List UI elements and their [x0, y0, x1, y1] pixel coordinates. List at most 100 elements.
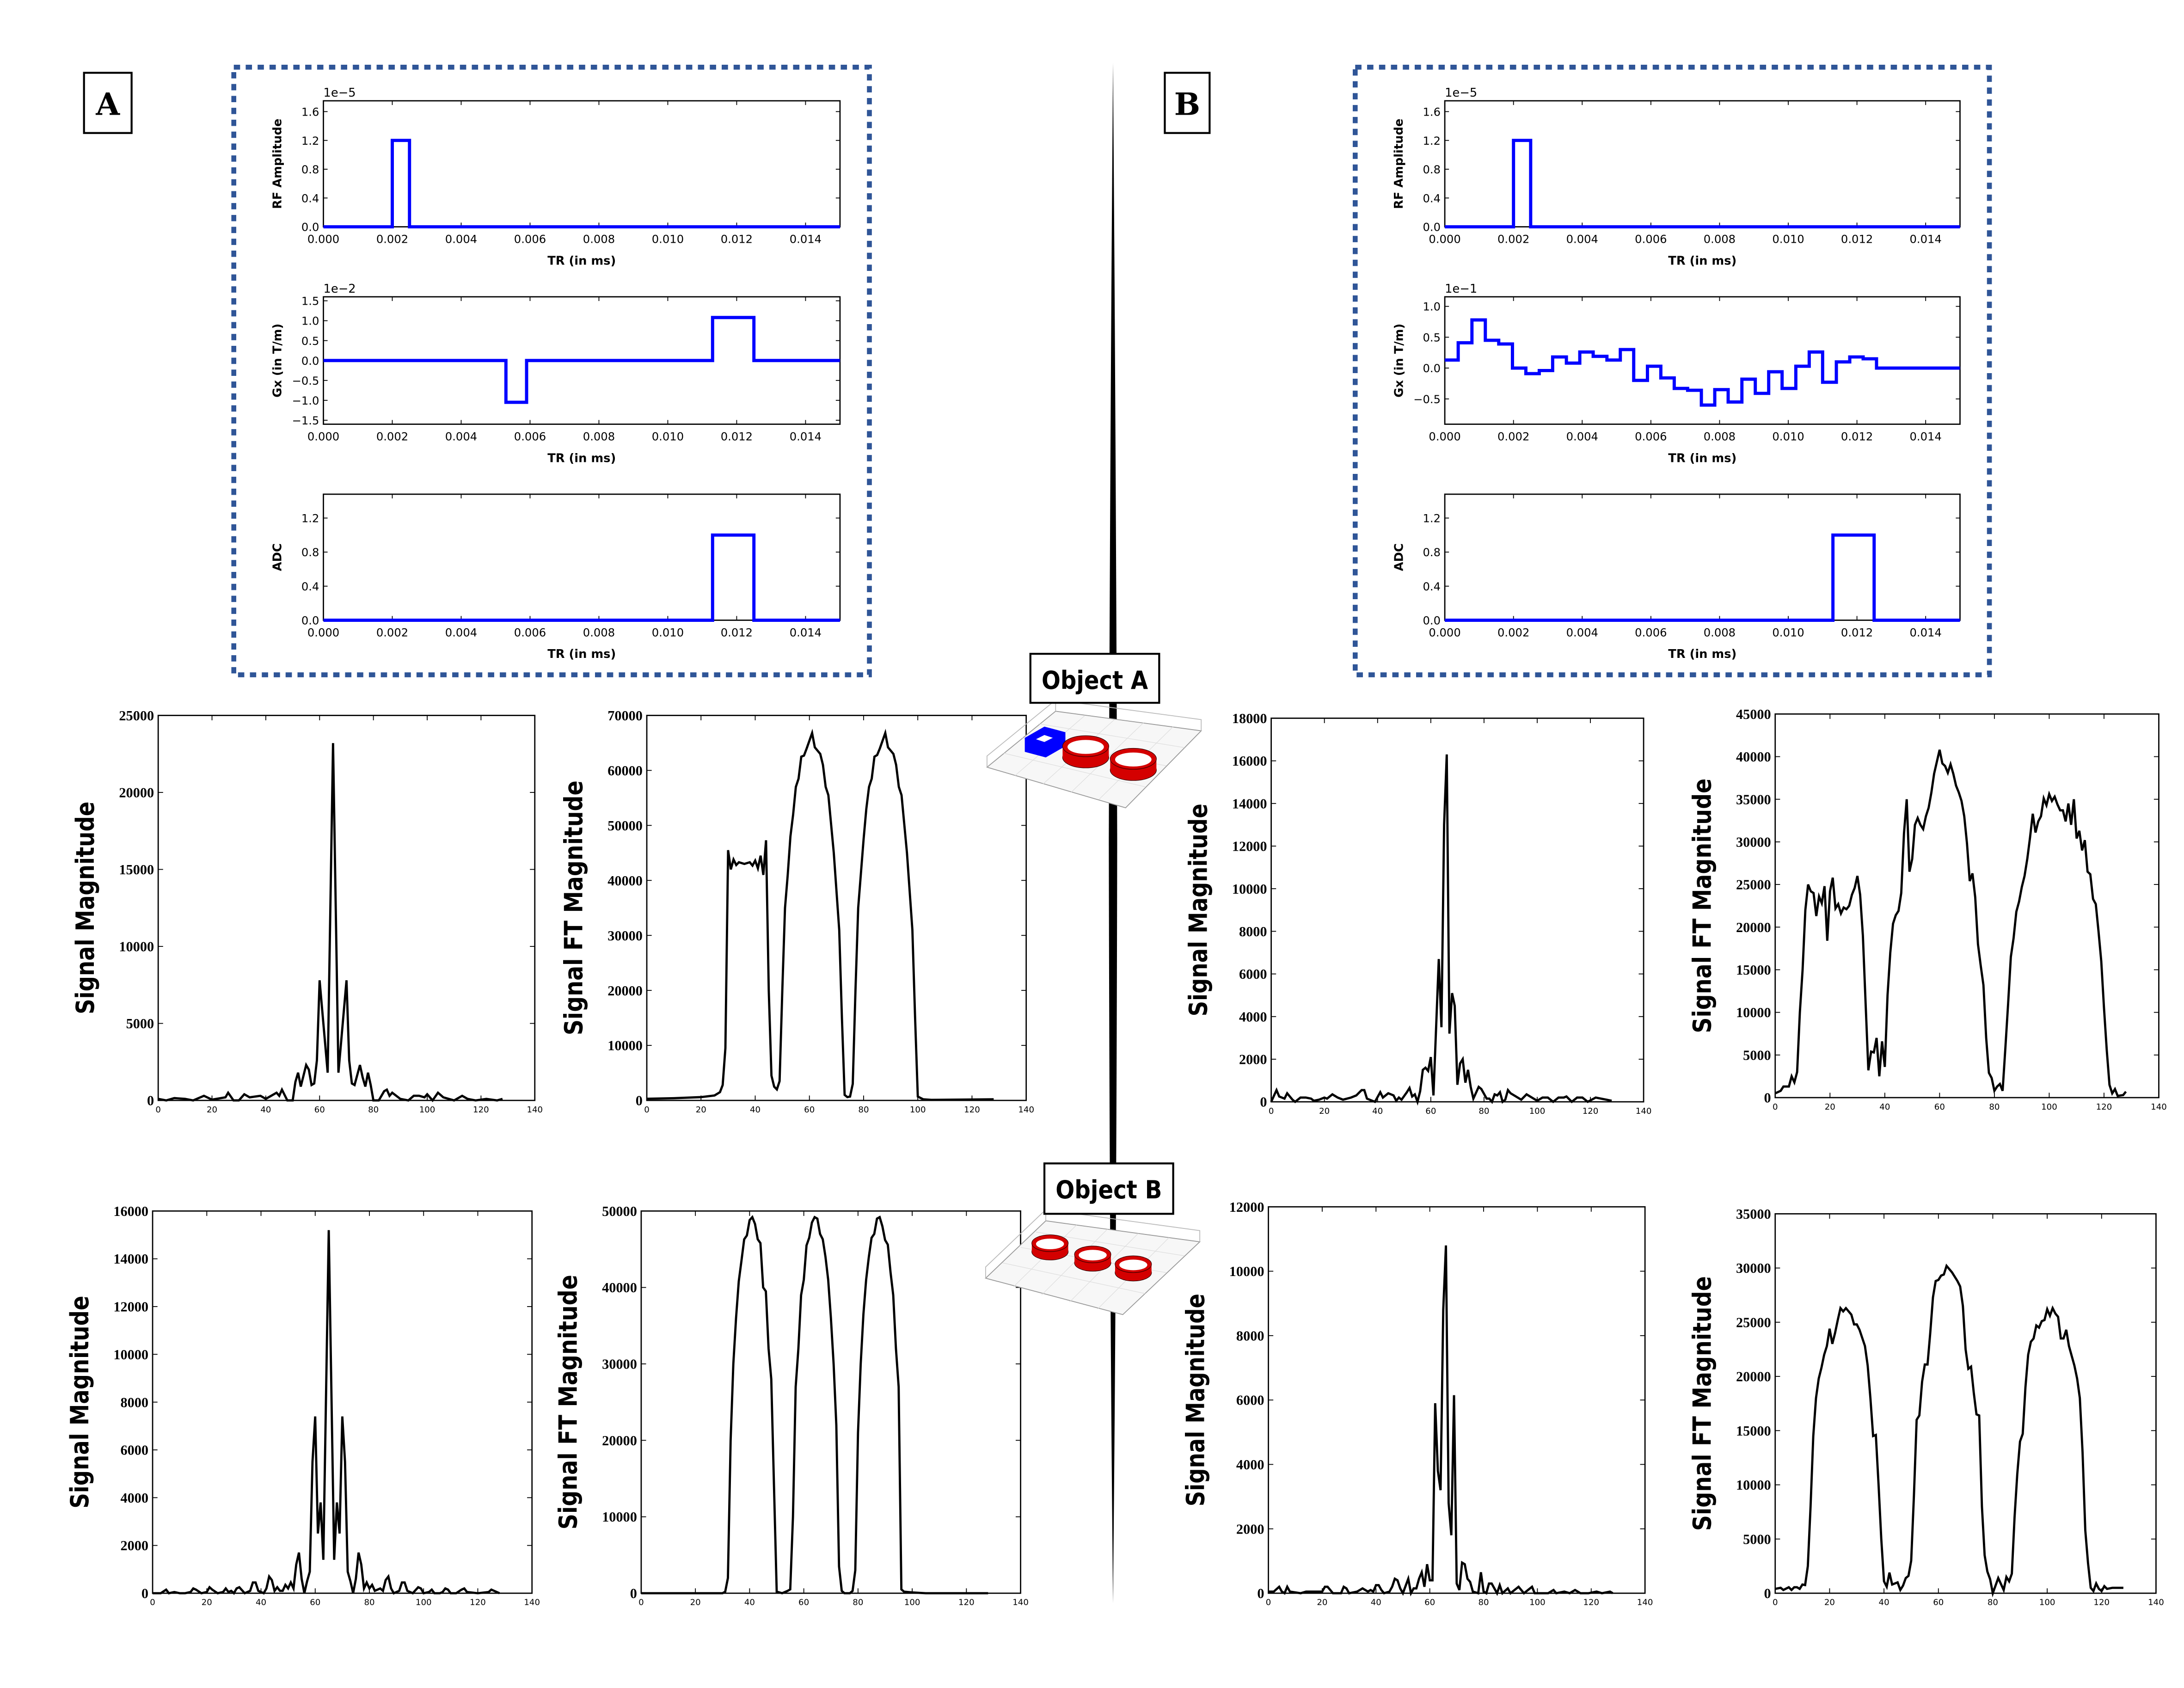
signal-chart: 0 20 40 60 80 100 120 140 0 5000 10000 15000 20000 25… — [1687, 706, 2166, 1112]
x-tick-label: 80 — [364, 1598, 374, 1608]
y-tick-label: 0.0 — [1423, 221, 1441, 234]
x-tick-label: 0.010 — [1772, 626, 1804, 639]
y-axis-label: Signal FT Magnitude — [559, 780, 589, 1035]
y-axis-label: Signal Magnitude — [1180, 1294, 1210, 1506]
y-tick-label: 0 — [1764, 1586, 1771, 1602]
x-tick-label: 0.004 — [1566, 626, 1598, 639]
y-tick-label: 4000 — [1239, 1009, 1267, 1025]
sequence-frame-a — [231, 65, 872, 677]
y-tick-label: 4000 — [1236, 1457, 1264, 1473]
y-tick-label: 5000 — [1743, 1531, 1771, 1547]
x-tick-label: 0.008 — [1704, 626, 1736, 639]
y-tick-label: −1.5 — [292, 414, 319, 427]
y-tick-label: 1.5 — [301, 295, 319, 308]
y-tick-label: 0.0 — [301, 221, 319, 234]
x-tick-label: 80 — [1478, 1106, 1489, 1116]
panel-label-a-text: A — [95, 86, 120, 122]
signal-chart: 0 20 40 60 80 100 120 140 0 5000 10000 15000 20000 25… — [70, 708, 543, 1115]
x-tick-label: 120 — [473, 1105, 489, 1115]
y-tick-label: 20000 — [602, 1433, 637, 1449]
x-axis-label: TR (in ms) — [547, 451, 616, 465]
x-tick-label: 0.004 — [1566, 233, 1598, 246]
y-tick-label: 1.2 — [301, 135, 319, 147]
x-tick-label: 60 — [314, 1105, 325, 1115]
panel-label-b: B — [1164, 72, 1211, 134]
x-tick-label: 0.014 — [790, 626, 822, 639]
y-tick-label: 0.5 — [1423, 331, 1441, 344]
x-tick-label: 0.010 — [652, 233, 684, 246]
x-tick-label: 80 — [1988, 1598, 1998, 1608]
x-tick-label: 0.000 — [307, 430, 339, 443]
signal-line — [646, 729, 994, 1101]
x-tick-label: 0.012 — [721, 233, 753, 246]
pulse-waveform-line — [1445, 533, 1960, 622]
pulse-chart: 0.000 0.002 0.004 0.006 0.008 0.010 0.012 0.014… — [271, 493, 841, 661]
y-tick-label: 40000 — [1736, 749, 1771, 765]
y-tick-label: 0.8 — [1423, 546, 1441, 559]
x-tick-label: 0.012 — [721, 430, 753, 443]
pulse-waveform-line — [1445, 318, 1960, 407]
y-tick-label: 0.0 — [301, 355, 319, 368]
y-tick-label: 0 — [147, 1093, 154, 1109]
y-tick-label: 40000 — [602, 1280, 637, 1295]
y-axis-label: Signal FT Magnitude — [1687, 1276, 1717, 1531]
x-tick-label: 0.002 — [376, 626, 408, 639]
y-tick-label: 30000 — [602, 1357, 637, 1372]
x-tick-label: 0.014 — [790, 430, 822, 443]
object-b-ring-2 — [1074, 1246, 1111, 1272]
x-tick-label: 100 — [419, 1105, 436, 1115]
x-tick-label: 0.004 — [1566, 430, 1598, 443]
x-axis-label: TR (in ms) — [1668, 254, 1736, 268]
y-tick-label: 5000 — [1743, 1047, 1771, 1063]
y-tick-label: 50000 — [607, 818, 643, 834]
x-tick-label: 0.006 — [1635, 233, 1667, 246]
object-b-ring-1 — [1031, 1234, 1069, 1260]
x-tick-label: 60 — [1933, 1598, 1944, 1608]
object-b-label-text: Object B — [1055, 1175, 1162, 1204]
y-tick-label: 0.4 — [301, 192, 319, 205]
x-tick-label: 140 — [524, 1598, 540, 1608]
y-tick-label: 1.2 — [1423, 135, 1441, 147]
y-tick-label: 30000 — [1736, 1260, 1771, 1276]
y-tick-label: 10000 — [119, 939, 154, 955]
y-axis-label: ADC — [271, 543, 285, 571]
signal-line — [153, 1230, 500, 1595]
signal-line — [1775, 1263, 2123, 1598]
y-tick-label: 0 — [1764, 1090, 1771, 1106]
pulse-waveform-line — [323, 533, 840, 622]
x-tick-label: 80 — [1989, 1102, 2000, 1112]
x-tick-label: 0.002 — [1497, 233, 1529, 246]
y-tick-label: 0.4 — [301, 580, 319, 593]
y-tick-label: 10000 — [1232, 881, 1267, 897]
x-tick-label: 0.000 — [307, 233, 339, 246]
x-tick-label: 100 — [1529, 1106, 1546, 1116]
signal-chart: 0 20 40 60 80 100 120 140 0 5000 10000 15000 20000 25… — [1687, 1206, 2164, 1608]
x-tick-label: 0.012 — [1841, 233, 1873, 246]
y-axis-label: RF Amplitude — [271, 119, 285, 209]
x-tick-label: 20 — [1319, 1106, 1330, 1116]
x-tick-label: 0 — [1773, 1102, 1778, 1112]
y-tick-label: 0 — [141, 1586, 148, 1602]
x-tick-label: 140 — [1637, 1598, 1653, 1608]
y-tick-label: 35000 — [1736, 1206, 1771, 1222]
y-tick-label: 25000 — [1736, 877, 1771, 893]
y-tick-label: 0.8 — [1423, 163, 1441, 176]
x-tick-label: 0 — [1266, 1598, 1271, 1608]
y-tick-label: 10000 — [602, 1509, 637, 1525]
x-tick-label: 0.002 — [1497, 626, 1529, 639]
y-tick-label: 0 — [630, 1586, 637, 1602]
y-tick-label: 0.0 — [1423, 362, 1441, 375]
y-tick-label: 1.0 — [1423, 301, 1441, 313]
x-tick-label: 0.006 — [514, 626, 546, 639]
y-tick-label: 15000 — [119, 862, 154, 878]
x-tick-label: 120 — [958, 1598, 975, 1608]
signal-chart: 0 20 40 60 80 100 120 140 0 2000 4000 6000 8000 10000… — [1183, 711, 1651, 1116]
y-tick-label: 1.2 — [301, 512, 319, 525]
x-tick-label: 100 — [2041, 1102, 2057, 1112]
x-tick-label: 0.006 — [1635, 626, 1667, 639]
y-tick-label: 1.0 — [301, 315, 319, 328]
x-tick-label: 0.014 — [790, 233, 822, 246]
y-tick-label: 0.0 — [301, 614, 319, 627]
y-axis-label: Signal Magnitude — [70, 802, 100, 1014]
object-a-label-text: Object A — [1042, 665, 1148, 695]
